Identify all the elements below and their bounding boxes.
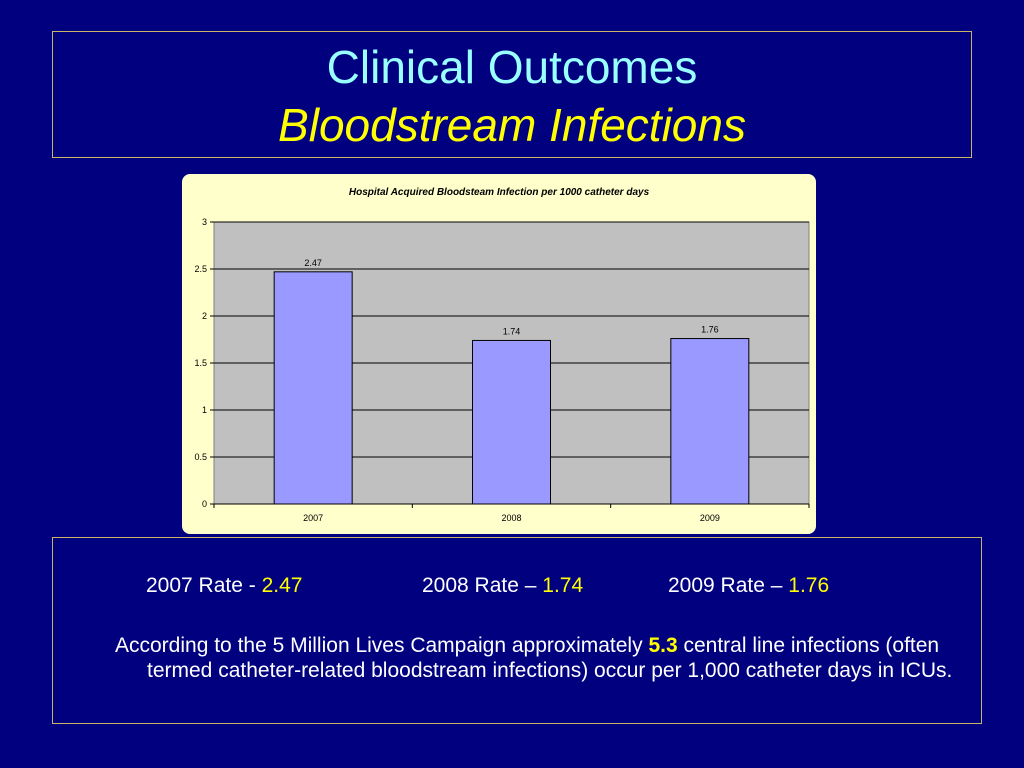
info-box: 2007 Rate - 2.47 2008 Rate – 1.74 2009 R…: [52, 537, 982, 724]
y-tick-label: 0.5: [194, 452, 207, 462]
chart-title: Hospital Acquired Bloodsteam Infection p…: [349, 187, 650, 198]
bar-2009: [670, 338, 750, 505]
rates-row: 2007 Rate - 2.47 2008 Rate – 1.74 2009 R…: [53, 574, 981, 604]
x-tick-label-2007: 2007: [303, 513, 323, 523]
slide-subtitle: Bloodstream Infections: [278, 99, 746, 151]
y-tick-label: 3: [202, 217, 207, 227]
data-label-2008: 1.74: [503, 326, 521, 336]
note-highlight: 5.3: [648, 634, 678, 657]
x-tick-label-2009: 2009: [700, 513, 720, 523]
rate-2009-label: 2009 Rate –: [668, 574, 789, 597]
y-tick-label: 1: [202, 405, 207, 415]
slide-title: Clinical Outcomes: [326, 41, 698, 93]
rate-2007-value: 2.47: [261, 574, 303, 597]
rate-2008: 2008 Rate – 1.74: [422, 574, 583, 598]
rate-2007: 2007 Rate - 2.47: [146, 574, 302, 598]
chart-card: Hospital Acquired Bloodsteam Infection p…: [182, 174, 816, 534]
bar-chart: Hospital Acquired Bloodsteam Infection p…: [194, 187, 810, 523]
y-tick-label: 2.5: [194, 264, 207, 274]
x-tick-label-2008: 2008: [501, 513, 521, 523]
y-tick-label: 2: [202, 311, 207, 321]
y-tick-label: 0: [202, 499, 207, 509]
rate-2008-label: 2008 Rate –: [422, 574, 543, 597]
y-tick-label: 1.5: [194, 358, 207, 368]
note-text-after: central line infections (often termed ca…: [147, 634, 953, 682]
campaign-note: According to the 5 Million Lives Campaig…: [115, 633, 987, 683]
data-label-2007: 2.47: [304, 258, 322, 268]
title-box: Clinical Outcomes Bloodstream Infections: [52, 31, 972, 158]
rate-2009: 2009 Rate – 1.76: [668, 574, 829, 598]
note-text-before: According to the 5 Million Lives Campaig…: [115, 634, 649, 657]
bar-2008: [472, 339, 551, 505]
rate-2009-value: 1.76: [788, 574, 830, 597]
rate-2008-value: 1.74: [542, 574, 584, 597]
data-label-2009: 1.76: [701, 325, 719, 335]
rate-2007-label: 2007 Rate -: [146, 574, 262, 597]
bar-2007: [273, 271, 353, 505]
